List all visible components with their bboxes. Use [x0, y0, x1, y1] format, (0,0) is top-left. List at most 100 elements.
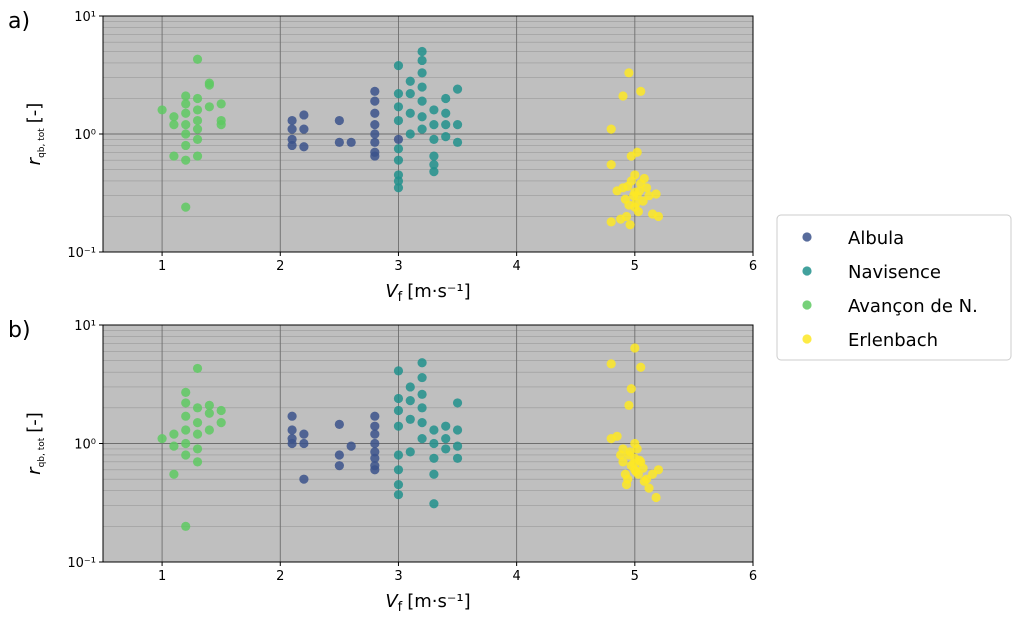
point: [452, 84, 463, 94]
point: [639, 476, 649, 486]
point: [157, 105, 167, 115]
y-label-unit: [-]: [24, 412, 45, 433]
point: [181, 129, 191, 139]
panel-label: a): [8, 9, 30, 34]
point: [169, 429, 179, 439]
point: [638, 463, 648, 473]
point: [393, 183, 404, 193]
point: [370, 465, 380, 475]
point: [417, 418, 427, 428]
point: [623, 474, 633, 484]
point: [204, 408, 214, 418]
point: [624, 400, 634, 410]
point: [216, 418, 226, 428]
point: [287, 425, 297, 435]
point: [169, 151, 179, 161]
point: [405, 414, 415, 424]
point: [393, 115, 404, 126]
point: [429, 151, 439, 161]
y-axis-label: rqb, tot [-]: [24, 103, 47, 166]
x-tick-label: 4: [512, 259, 520, 274]
legend-label: Albula: [848, 228, 904, 249]
point: [287, 124, 297, 134]
point: [405, 447, 415, 457]
point: [192, 457, 203, 467]
point: [417, 358, 427, 368]
point: [393, 490, 404, 500]
y-label-var: r: [24, 466, 45, 475]
point: [192, 151, 203, 161]
x-axis-label: Vf [m·s⁻¹]: [385, 281, 470, 305]
point: [429, 438, 439, 449]
point: [405, 129, 415, 139]
point: [618, 91, 628, 101]
point: [393, 60, 404, 71]
point: [417, 55, 427, 66]
point: [192, 54, 203, 64]
point: [192, 418, 203, 428]
point: [181, 387, 191, 397]
point: [370, 151, 380, 161]
point: [370, 438, 380, 449]
legend-label: Navisence: [848, 262, 941, 283]
point: [370, 108, 380, 118]
point: [452, 398, 463, 408]
y-tick-label: 10¹: [74, 319, 96, 334]
point: [606, 359, 616, 369]
point: [192, 93, 203, 104]
point: [634, 455, 645, 466]
legend-marker: [802, 232, 812, 242]
point: [441, 433, 451, 444]
point: [334, 450, 344, 460]
point: [169, 441, 179, 451]
point: [299, 474, 309, 484]
point: [405, 396, 415, 406]
point: [204, 425, 214, 435]
point: [429, 453, 439, 463]
point: [216, 99, 226, 109]
point: [334, 419, 344, 429]
point: [625, 220, 635, 230]
point: [370, 96, 380, 106]
plot-frame: [102, 324, 754, 563]
point: [370, 86, 380, 96]
x-label-var: V: [385, 591, 399, 612]
point: [441, 444, 451, 454]
point: [393, 465, 404, 475]
point: [429, 469, 439, 479]
point: [393, 479, 404, 490]
point: [299, 438, 309, 449]
y-label-sub: qb, tot: [37, 437, 47, 467]
point: [181, 411, 191, 421]
point: [181, 450, 191, 460]
point: [405, 382, 415, 392]
point: [393, 393, 404, 404]
point: [287, 115, 297, 126]
point: [393, 88, 404, 99]
point: [417, 46, 427, 57]
point: [181, 140, 191, 151]
point: [653, 465, 664, 475]
point: [192, 429, 203, 439]
point: [642, 183, 652, 193]
point: [606, 217, 616, 227]
legend-marker: [802, 300, 812, 310]
point: [639, 173, 649, 184]
x-tick-label: 2: [276, 259, 284, 274]
point: [429, 134, 439, 144]
point: [417, 96, 427, 106]
point: [370, 421, 380, 431]
point: [346, 441, 356, 451]
point: [626, 384, 636, 394]
point: [441, 120, 451, 130]
point: [169, 112, 179, 122]
point: [216, 120, 226, 130]
point: [429, 105, 439, 115]
y-label-unit: [-]: [24, 103, 45, 124]
point: [181, 120, 191, 130]
point: [405, 88, 415, 99]
point: [204, 102, 214, 112]
point: [452, 441, 463, 451]
x-label-unit: [m·s⁻¹]: [407, 281, 470, 302]
